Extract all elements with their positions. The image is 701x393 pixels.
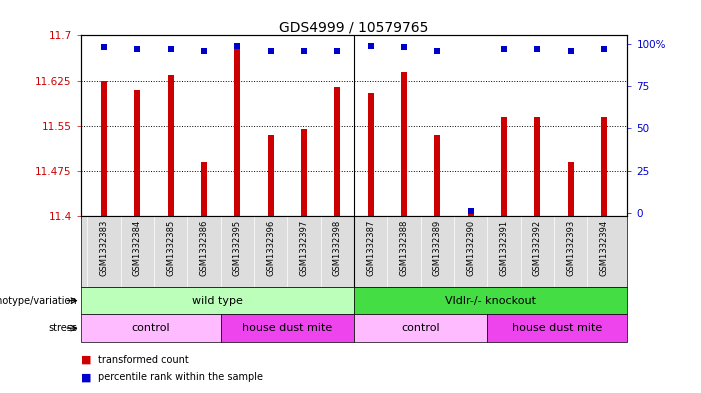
Bar [401, 72, 407, 216]
Text: ■: ■ [81, 354, 91, 365]
Text: GSM1332384: GSM1332384 [132, 220, 142, 276]
Text: GSM1332396: GSM1332396 [266, 220, 275, 276]
Text: GSM1332383: GSM1332383 [100, 220, 109, 276]
Text: GSM1332386: GSM1332386 [200, 220, 208, 276]
Text: GSM1332393: GSM1332393 [566, 220, 576, 276]
Bar [301, 129, 307, 216]
Bar [487, 314, 627, 342]
Bar [354, 314, 487, 342]
Text: ■: ■ [81, 372, 91, 382]
Text: house dust mite: house dust mite [243, 323, 332, 333]
Text: GSM1332392: GSM1332392 [533, 220, 542, 276]
Bar [234, 44, 240, 216]
Text: GSM1332389: GSM1332389 [433, 220, 442, 276]
Bar [201, 162, 207, 216]
Text: GSM1332397: GSM1332397 [299, 220, 308, 276]
Bar [334, 86, 341, 216]
Bar [101, 81, 107, 216]
Text: GSM1332391: GSM1332391 [500, 220, 508, 276]
Bar [221, 314, 354, 342]
Bar [568, 162, 573, 216]
Bar [81, 287, 354, 314]
Bar [501, 117, 507, 216]
Text: GSM1332390: GSM1332390 [466, 220, 475, 276]
Text: Vldlr-/- knockout: Vldlr-/- knockout [445, 296, 536, 306]
Text: GSM1332395: GSM1332395 [233, 220, 242, 276]
Text: genotype/variation: genotype/variation [0, 296, 77, 306]
Bar [168, 75, 174, 216]
Text: house dust mite: house dust mite [512, 323, 602, 333]
Text: GSM1332398: GSM1332398 [333, 220, 342, 276]
Bar [468, 213, 474, 216]
Bar [81, 314, 221, 342]
Text: control: control [402, 323, 440, 333]
Text: percentile rank within the sample: percentile rank within the sample [98, 372, 263, 382]
Text: stress: stress [48, 323, 77, 333]
Text: wild type: wild type [192, 296, 243, 306]
Text: GSM1332387: GSM1332387 [366, 220, 375, 276]
Text: control: control [131, 323, 170, 333]
Bar [534, 117, 540, 216]
Title: GDS4999 / 10579765: GDS4999 / 10579765 [279, 20, 429, 34]
Text: GSM1332388: GSM1332388 [400, 220, 409, 276]
Bar [268, 135, 273, 216]
Bar [435, 135, 440, 216]
Bar [354, 287, 627, 314]
Bar [135, 90, 140, 216]
Bar [601, 117, 607, 216]
Text: transformed count: transformed count [98, 354, 189, 365]
Text: GSM1332394: GSM1332394 [599, 220, 608, 276]
Text: GSM1332385: GSM1332385 [166, 220, 175, 276]
Bar [368, 93, 374, 216]
